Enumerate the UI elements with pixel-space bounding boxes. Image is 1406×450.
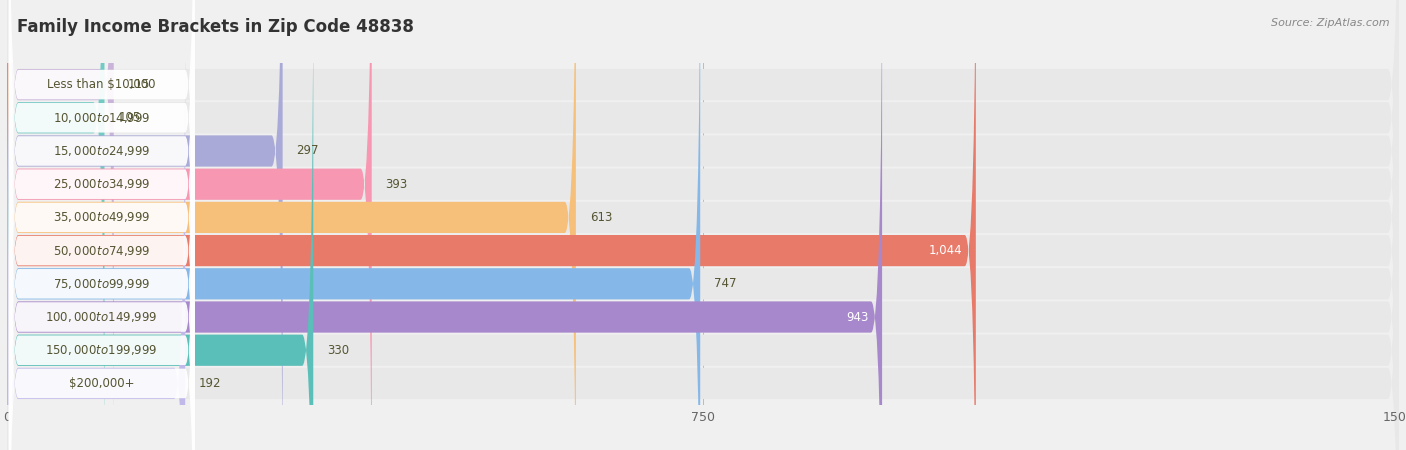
FancyBboxPatch shape xyxy=(8,0,194,402)
FancyBboxPatch shape xyxy=(7,0,1399,450)
Text: Family Income Brackets in Zip Code 48838: Family Income Brackets in Zip Code 48838 xyxy=(17,18,413,36)
FancyBboxPatch shape xyxy=(7,0,700,450)
Text: $150,000 to $199,999: $150,000 to $199,999 xyxy=(45,343,157,357)
Text: 330: 330 xyxy=(328,344,349,357)
FancyBboxPatch shape xyxy=(7,0,1399,450)
FancyBboxPatch shape xyxy=(8,0,194,450)
Text: $200,000+: $200,000+ xyxy=(69,377,135,390)
FancyBboxPatch shape xyxy=(7,0,882,450)
FancyBboxPatch shape xyxy=(7,0,1399,450)
Text: $100,000 to $149,999: $100,000 to $149,999 xyxy=(45,310,157,324)
FancyBboxPatch shape xyxy=(8,0,194,450)
Text: 943: 943 xyxy=(846,310,868,324)
FancyBboxPatch shape xyxy=(7,0,1399,450)
Text: 747: 747 xyxy=(714,277,737,290)
Text: 105: 105 xyxy=(118,111,141,124)
Text: 192: 192 xyxy=(200,377,222,390)
FancyBboxPatch shape xyxy=(7,0,314,450)
FancyBboxPatch shape xyxy=(7,0,576,450)
Text: $50,000 to $74,999: $50,000 to $74,999 xyxy=(53,243,150,257)
Text: $15,000 to $24,999: $15,000 to $24,999 xyxy=(53,144,150,158)
Text: 613: 613 xyxy=(589,211,612,224)
Text: 115: 115 xyxy=(128,78,150,91)
Text: Source: ZipAtlas.com: Source: ZipAtlas.com xyxy=(1271,18,1389,28)
Text: $35,000 to $49,999: $35,000 to $49,999 xyxy=(53,211,150,225)
Text: Less than $10,000: Less than $10,000 xyxy=(48,78,156,91)
FancyBboxPatch shape xyxy=(8,66,194,450)
Text: 297: 297 xyxy=(297,144,319,158)
FancyBboxPatch shape xyxy=(8,33,194,450)
FancyBboxPatch shape xyxy=(7,0,104,450)
FancyBboxPatch shape xyxy=(7,0,283,450)
FancyBboxPatch shape xyxy=(7,0,1399,450)
Text: 1,044: 1,044 xyxy=(928,244,962,257)
FancyBboxPatch shape xyxy=(7,0,371,450)
FancyBboxPatch shape xyxy=(8,0,194,450)
FancyBboxPatch shape xyxy=(7,0,114,450)
FancyBboxPatch shape xyxy=(7,0,1399,450)
FancyBboxPatch shape xyxy=(8,0,194,450)
FancyBboxPatch shape xyxy=(7,0,186,450)
FancyBboxPatch shape xyxy=(8,0,194,450)
Text: $25,000 to $34,999: $25,000 to $34,999 xyxy=(53,177,150,191)
FancyBboxPatch shape xyxy=(7,0,1399,450)
FancyBboxPatch shape xyxy=(7,0,1399,450)
Text: 393: 393 xyxy=(385,178,408,191)
Text: $10,000 to $14,999: $10,000 to $14,999 xyxy=(53,111,150,125)
FancyBboxPatch shape xyxy=(7,0,976,450)
FancyBboxPatch shape xyxy=(8,0,194,450)
FancyBboxPatch shape xyxy=(7,0,1399,450)
Text: $75,000 to $99,999: $75,000 to $99,999 xyxy=(53,277,150,291)
FancyBboxPatch shape xyxy=(8,0,194,435)
FancyBboxPatch shape xyxy=(7,0,1399,450)
